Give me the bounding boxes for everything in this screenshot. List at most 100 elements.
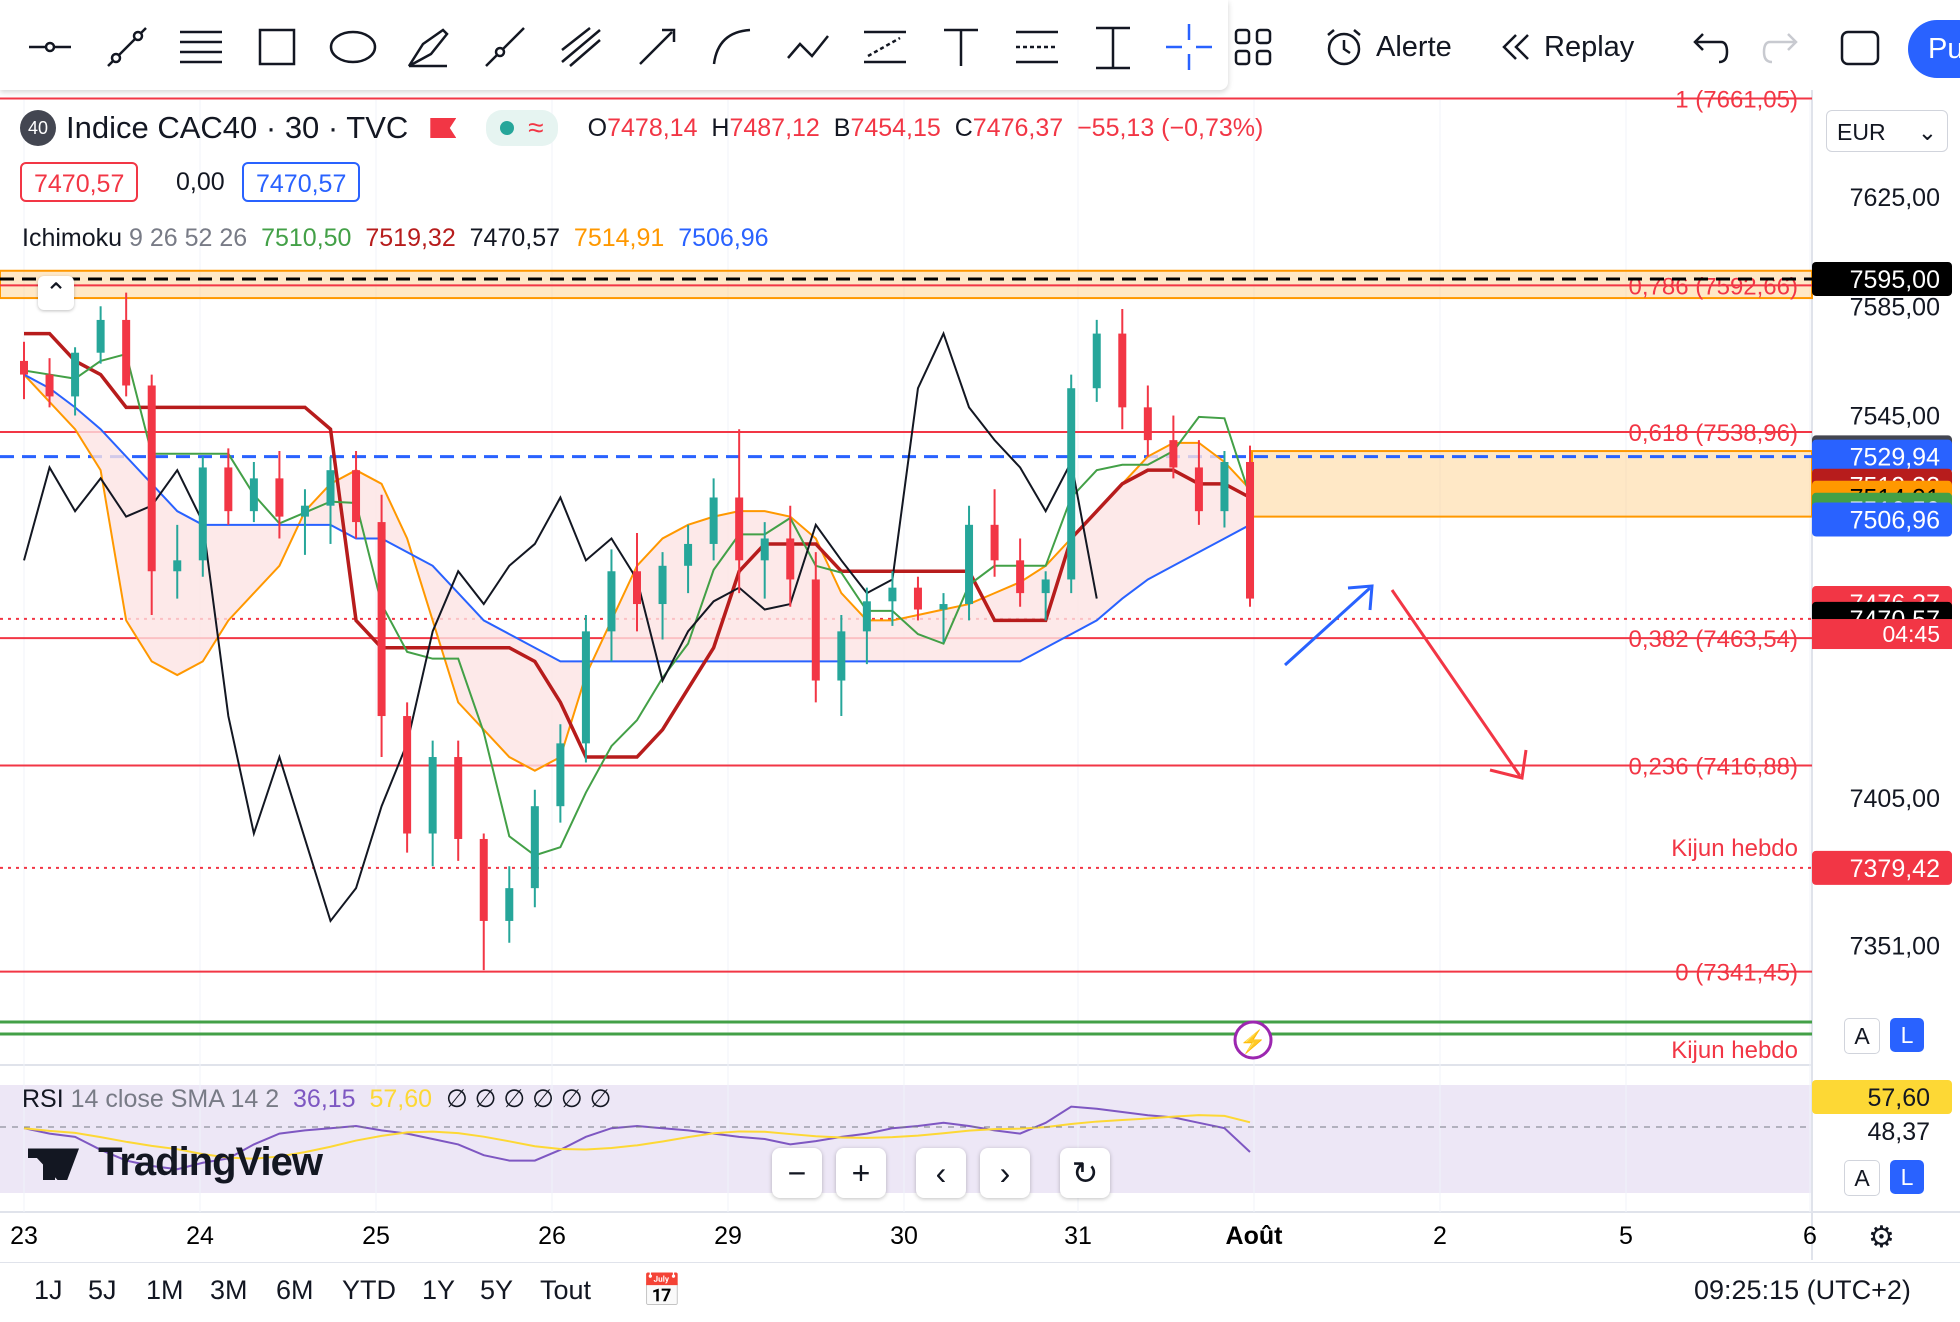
candle-body bbox=[1041, 579, 1050, 594]
event-lightning-glyph: ⚡ bbox=[1239, 1029, 1266, 1055]
pitchfork-icon[interactable] bbox=[556, 22, 606, 72]
sell-price-button[interactable]: 7470,57 bbox=[20, 162, 139, 202]
rectangle-icon[interactable] bbox=[252, 22, 302, 72]
projection-arrow-up bbox=[1283, 586, 1372, 667]
main-pane[interactable] bbox=[0, 100, 1812, 1065]
candle-body bbox=[428, 757, 437, 834]
rsi-legend[interactable]: RSI 14 close SMA 14 2 36,15 57,60 ∅ ∅ ∅ … bbox=[22, 1085, 612, 1113]
measure-icon[interactable] bbox=[1088, 22, 1138, 72]
time-tick-label: 2 bbox=[1433, 1222, 1447, 1250]
text-icon[interactable] bbox=[936, 22, 986, 72]
log-scale-button[interactable]: L bbox=[1890, 1018, 1924, 1052]
symbol-legend: 40 Indice CAC40 · 30 · TVC ≈ O7478,14 H7… bbox=[20, 110, 1263, 146]
reset-chart-button[interactable]: ↻ bbox=[1060, 1148, 1110, 1198]
currency-select[interactable]: EUR ⌄ bbox=[1826, 110, 1948, 152]
chart-settings-icon[interactable]: ⚙ bbox=[1868, 1221, 1895, 1254]
clock-readout[interactable]: 09:25:15 (UTC+2) bbox=[1694, 1275, 1911, 1305]
auto-scale-button[interactable]: A bbox=[1844, 1018, 1880, 1054]
fib-level-label: 0 (7341,45) bbox=[1675, 960, 1798, 987]
symbol-name[interactable]: Indice CAC40 · 30 · TVC bbox=[66, 110, 409, 145]
candle-body bbox=[96, 319, 105, 353]
tradingview-logo[interactable]: TradingView bbox=[28, 1140, 323, 1185]
price-tag bbox=[1812, 261, 1952, 296]
scroll-left-button[interactable]: ‹ bbox=[916, 1148, 966, 1198]
candle-body bbox=[1169, 440, 1178, 468]
fullscreen-square-icon[interactable] bbox=[1834, 22, 1884, 72]
publish-button[interactable]: Pu bbox=[1908, 20, 1960, 78]
zoom-in-button[interactable]: + bbox=[836, 1148, 886, 1198]
time-tick-label: 29 bbox=[714, 1222, 742, 1250]
curve-icon[interactable] bbox=[708, 22, 758, 72]
price-tick-label: 7351,00 bbox=[1850, 933, 1940, 961]
candle-body bbox=[1194, 467, 1203, 512]
alert-button[interactable]: Alerte bbox=[1322, 22, 1452, 72]
ray-icon[interactable] bbox=[480, 22, 530, 72]
redo-icon[interactable] bbox=[1758, 22, 1808, 72]
price-tag bbox=[1812, 502, 1952, 537]
replay-label: Replay bbox=[1544, 30, 1635, 63]
price-tick-label: 7545,00 bbox=[1850, 403, 1940, 431]
trend-line-icon[interactable] bbox=[102, 22, 152, 72]
buy-price-button[interactable]: 7470,57 bbox=[242, 162, 361, 202]
grid-icon[interactable] bbox=[1228, 22, 1278, 72]
range-3m[interactable]: 3M bbox=[210, 1275, 248, 1305]
candle-body bbox=[530, 806, 539, 889]
ichimoku-legend[interactable]: Ichimoku 9 26 52 26 7510,50 7519,32 7470… bbox=[22, 224, 769, 252]
candle-body bbox=[249, 478, 258, 512]
arrow-icon[interactable] bbox=[632, 22, 682, 72]
time-tick-label: 25 bbox=[362, 1222, 390, 1250]
range-all[interactable]: Tout bbox=[540, 1275, 592, 1305]
replay-button[interactable]: Replay bbox=[1498, 22, 1634, 72]
market-status[interactable]: ≈ bbox=[486, 110, 558, 146]
undo-icon[interactable] bbox=[1683, 22, 1733, 72]
range-ytd[interactable]: YTD bbox=[342, 1275, 396, 1305]
rsi-tag bbox=[1812, 1080, 1952, 1114]
range-5j[interactable]: 5J bbox=[88, 1275, 117, 1305]
candle-body bbox=[352, 470, 361, 523]
candle-body bbox=[862, 601, 871, 632]
candle-body bbox=[326, 470, 335, 506]
rsi-log-scale-button[interactable]: L bbox=[1890, 1160, 1924, 1194]
price-tag-label: 7379,42 bbox=[1850, 855, 1940, 883]
arrow-head-up bbox=[1347, 584, 1374, 611]
range-6m[interactable]: 6M bbox=[276, 1275, 314, 1305]
collapse-legend-icon[interactable]: ⌃ bbox=[38, 276, 74, 310]
candle-body bbox=[275, 478, 284, 517]
candle-body bbox=[198, 467, 207, 561]
range-1y[interactable]: 1Y bbox=[422, 1275, 456, 1305]
event-lightning-icon[interactable] bbox=[1233, 1020, 1273, 1060]
rsi-tag-label: 57,60 bbox=[1867, 1084, 1930, 1112]
ruler-icon[interactable] bbox=[1012, 22, 1062, 72]
candle-body bbox=[684, 543, 693, 566]
projection-icon[interactable] bbox=[860, 22, 910, 72]
countdown-label: 04:45 bbox=[1882, 621, 1940, 647]
brush-icon[interactable] bbox=[403, 22, 453, 72]
candle-body bbox=[735, 497, 744, 561]
rsi-auto-scale-button[interactable]: A bbox=[1844, 1160, 1880, 1196]
bottom-range-bar: 1J 5J 1M 3M 6M YTD 1Y 5Y Tout 📅 09:25:15… bbox=[0, 1262, 1960, 1322]
candle-body bbox=[403, 716, 412, 834]
candle-body bbox=[1220, 461, 1229, 512]
crosshair-icon[interactable] bbox=[1164, 22, 1214, 72]
time-tick-label: 5 bbox=[1619, 1222, 1633, 1250]
range-1m[interactable]: 1M bbox=[146, 1275, 184, 1305]
brand-name: TradingView bbox=[98, 1140, 323, 1184]
calendar-goto-icon[interactable]: 📅 bbox=[642, 1272, 682, 1308]
horizontal-line-icon[interactable] bbox=[25, 22, 75, 72]
kijun-label-2: Kijun hebdo bbox=[1671, 1037, 1798, 1064]
price-tag-label: 7595,00 bbox=[1850, 266, 1940, 294]
price-tick-label: 7585,00 bbox=[1850, 293, 1940, 321]
scroll-right-button[interactable]: › bbox=[980, 1148, 1030, 1198]
path-icon[interactable] bbox=[784, 22, 834, 72]
candle-body bbox=[1067, 388, 1076, 580]
candle-body bbox=[633, 571, 641, 605]
price-tick-label: 7405,00 bbox=[1850, 785, 1940, 813]
zoom-out-button[interactable]: − bbox=[772, 1148, 822, 1198]
range-1j[interactable]: 1J bbox=[34, 1275, 63, 1305]
fib-lines-icon[interactable] bbox=[176, 22, 226, 72]
ohlc-readout: O7478,14 H7487,12 B7454,15 C7476,37 −55,… bbox=[587, 113, 1264, 142]
wave-icon: ≈ bbox=[528, 112, 544, 143]
range-5y[interactable]: 5Y bbox=[480, 1275, 514, 1305]
ellipse-icon[interactable] bbox=[328, 22, 378, 72]
